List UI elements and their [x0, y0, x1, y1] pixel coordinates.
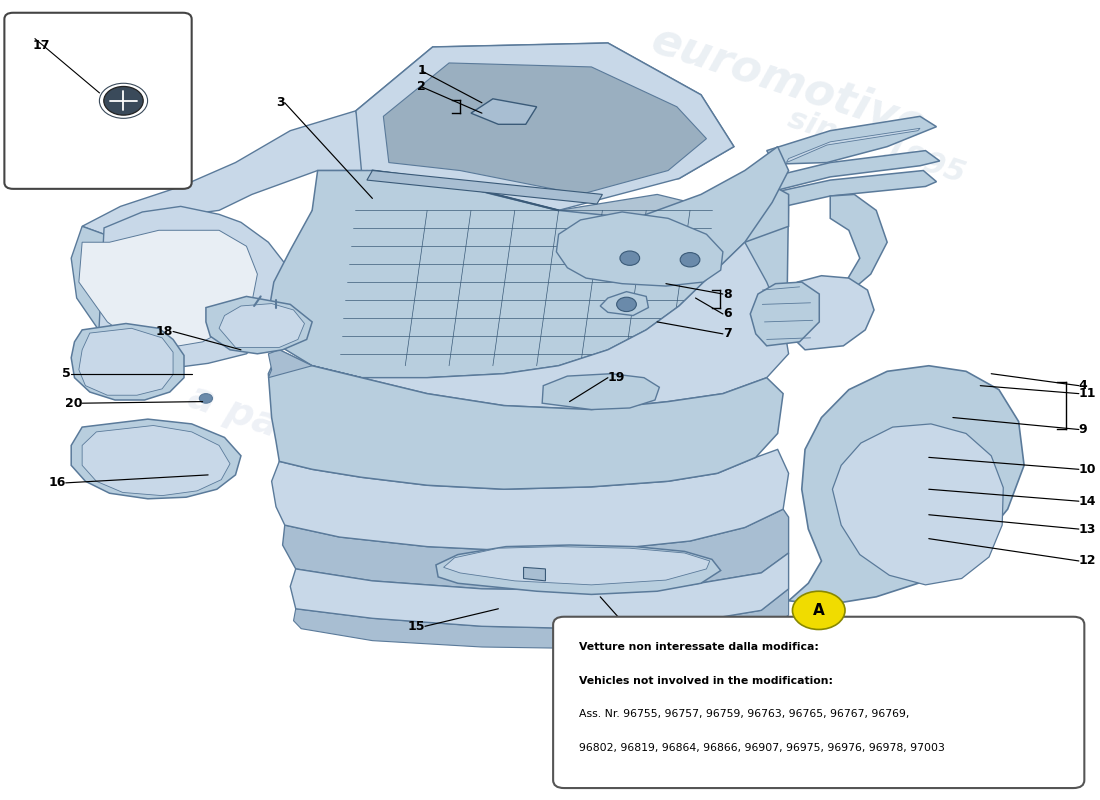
Text: 16: 16 [48, 476, 66, 490]
Text: Ass. Nr. 96755, 96757, 96759, 96763, 96765, 96767, 96769,: Ass. Nr. 96755, 96757, 96759, 96763, 967… [580, 709, 910, 719]
Polygon shape [384, 63, 706, 194]
Polygon shape [736, 194, 888, 352]
Text: 6: 6 [723, 307, 732, 321]
Circle shape [680, 253, 700, 267]
Polygon shape [750, 282, 820, 346]
Polygon shape [72, 226, 268, 354]
Polygon shape [542, 374, 659, 410]
Text: a passion for parts: a passion for parts [183, 377, 584, 554]
Circle shape [199, 394, 212, 403]
Polygon shape [356, 43, 734, 210]
Polygon shape [764, 150, 939, 193]
Polygon shape [268, 350, 312, 378]
Polygon shape [789, 366, 1024, 605]
Text: 7: 7 [723, 327, 732, 340]
FancyBboxPatch shape [553, 617, 1085, 788]
Polygon shape [524, 567, 546, 581]
Polygon shape [72, 323, 184, 400]
Circle shape [617, 298, 637, 311]
Text: 15: 15 [407, 620, 425, 633]
Polygon shape [833, 424, 1003, 585]
Polygon shape [82, 110, 373, 234]
Text: 13: 13 [1079, 522, 1097, 535]
Polygon shape [268, 146, 789, 378]
Polygon shape [780, 276, 874, 350]
Text: A: A [813, 603, 825, 618]
Polygon shape [557, 212, 723, 286]
Text: 12: 12 [1079, 554, 1097, 567]
Polygon shape [79, 328, 173, 395]
Polygon shape [764, 170, 936, 210]
Text: 96802, 96819, 96864, 96866, 96907, 96975, 96976, 96978, 97003: 96802, 96819, 96864, 96866, 96907, 96975… [580, 742, 945, 753]
Polygon shape [296, 170, 745, 378]
Text: since 1995: since 1995 [371, 495, 572, 595]
Polygon shape [268, 350, 783, 490]
Text: 8: 8 [723, 287, 732, 301]
Polygon shape [72, 419, 241, 499]
Text: 4: 4 [1079, 379, 1088, 392]
Polygon shape [471, 99, 537, 124]
Text: 5: 5 [63, 367, 72, 380]
Text: 1: 1 [417, 65, 426, 78]
Polygon shape [82, 426, 230, 496]
Text: 20: 20 [627, 620, 644, 633]
Polygon shape [443, 546, 710, 585]
Text: euromotive: euromotive [646, 18, 932, 148]
Polygon shape [219, 303, 305, 347]
Polygon shape [312, 242, 789, 410]
Text: 3: 3 [276, 96, 285, 110]
Polygon shape [283, 509, 789, 590]
Circle shape [792, 591, 845, 630]
Polygon shape [294, 589, 789, 649]
Text: since 1995: since 1995 [784, 104, 969, 189]
FancyBboxPatch shape [4, 13, 191, 189]
Text: Vehicles not involved in the modification:: Vehicles not involved in the modificatio… [580, 676, 834, 686]
Polygon shape [99, 206, 290, 370]
Polygon shape [272, 450, 789, 551]
Circle shape [103, 86, 143, 115]
Text: 10: 10 [1079, 463, 1097, 476]
Polygon shape [786, 128, 920, 162]
Text: 17: 17 [33, 39, 51, 52]
Polygon shape [79, 230, 257, 347]
Text: 14: 14 [1079, 494, 1097, 508]
Text: 20: 20 [65, 397, 82, 410]
Polygon shape [367, 170, 603, 204]
Polygon shape [657, 182, 789, 242]
Text: Vetture non interessate dalla modifica:: Vetture non interessate dalla modifica: [580, 642, 820, 652]
Text: euromotive: euromotive [153, 250, 614, 474]
Polygon shape [206, 297, 312, 354]
Text: 17: 17 [26, 100, 44, 114]
Polygon shape [436, 545, 720, 594]
Circle shape [620, 251, 639, 266]
Polygon shape [356, 43, 734, 186]
Text: 19: 19 [608, 371, 625, 384]
Polygon shape [290, 553, 789, 629]
Text: 11: 11 [1079, 387, 1097, 400]
Polygon shape [717, 182, 789, 355]
Text: 18: 18 [156, 325, 173, 338]
Text: 2: 2 [417, 80, 426, 94]
Polygon shape [601, 292, 648, 315]
Polygon shape [767, 116, 936, 164]
Text: 9: 9 [1079, 423, 1088, 436]
